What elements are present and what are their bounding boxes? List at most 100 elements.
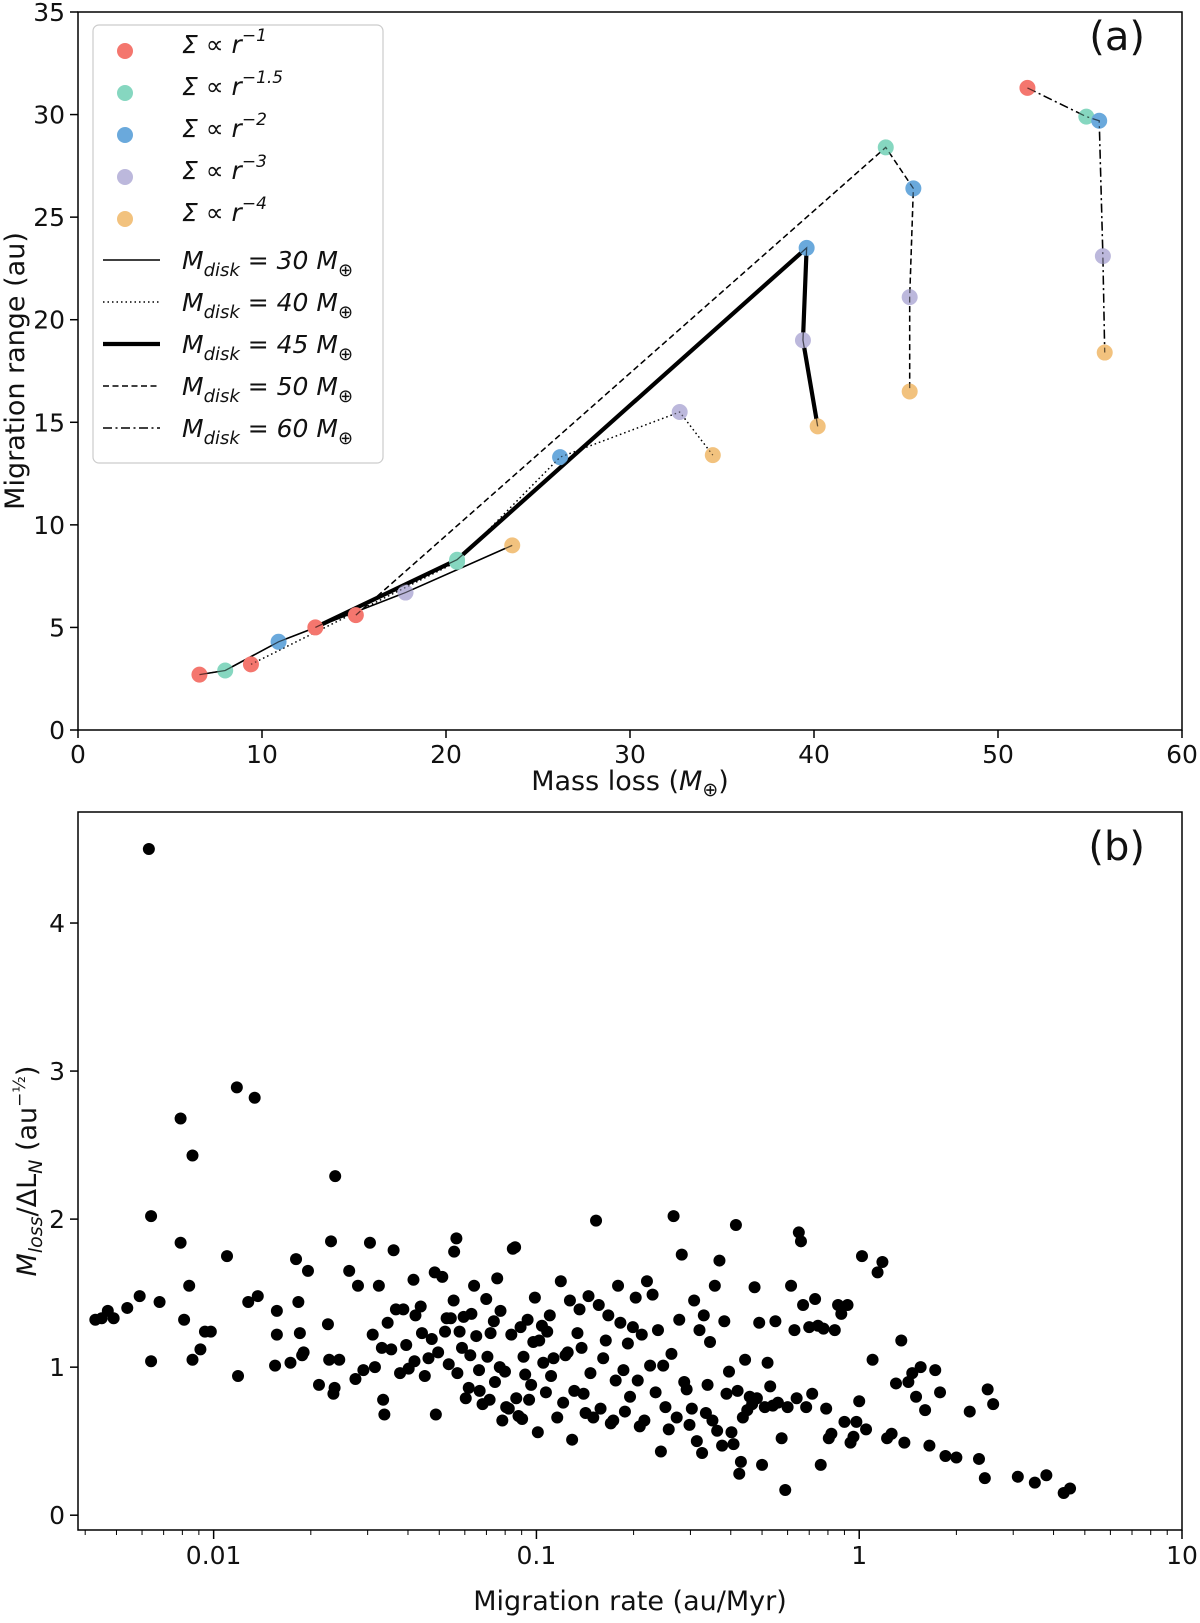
scatter-point — [575, 1341, 588, 1354]
scatter-point — [372, 1279, 385, 1292]
scatter-point — [432, 1346, 445, 1359]
panel-b-x-axis-label: Migration rate (au/Myr) — [473, 1586, 787, 1617]
point-mdisk-60-p3 — [1094, 248, 1111, 265]
scatter-point — [533, 1334, 546, 1347]
scatter-point — [221, 1250, 234, 1263]
scatter-point — [531, 1426, 544, 1439]
scatter-point — [418, 1370, 431, 1383]
scatter-point — [950, 1451, 963, 1464]
scatter-point — [662, 1423, 675, 1436]
panel-b-x-tick-label: 10 — [1166, 1541, 1198, 1570]
legend-marker-p1_5 — [117, 85, 133, 101]
scatter-point — [939, 1449, 952, 1462]
scatter-point — [408, 1355, 421, 1368]
scatter-point — [697, 1309, 710, 1322]
scatter-point — [368, 1361, 381, 1374]
scatter-point — [981, 1383, 994, 1396]
scatter-point — [923, 1439, 936, 1452]
scatter-point — [343, 1264, 356, 1277]
scatter-point — [333, 1353, 346, 1366]
scatter-point — [468, 1279, 481, 1292]
scatter-point — [242, 1296, 255, 1309]
scatter-point — [756, 1458, 769, 1471]
scatter-point — [764, 1380, 777, 1393]
scatter-point — [1028, 1476, 1041, 1489]
scatter-point — [450, 1232, 463, 1245]
scatter-point — [587, 1411, 600, 1424]
scatter-point — [898, 1436, 911, 1449]
scatter-point — [525, 1378, 538, 1391]
scatter-point — [584, 1367, 597, 1380]
series-line-overlay-mdisk-30 — [199, 544, 513, 676]
scatter-point — [626, 1321, 639, 1334]
panel-a-y-axis-label: Migration range (au) — [0, 232, 31, 510]
scatter-point — [761, 1356, 774, 1369]
scatter-point — [121, 1301, 134, 1314]
scatter-point — [415, 1327, 428, 1340]
legend-label-mdisk-40: Mdisk = 40 M⊕ — [182, 288, 353, 323]
panel-b: 0.01 0.1 1 10 0 1 2 3 4 (b) Migration rate (au/… — [10, 811, 1198, 1617]
scatter-point — [841, 1298, 854, 1311]
panel-b-x-tick-label: 1 — [851, 1541, 867, 1570]
scatter-point — [733, 1467, 746, 1480]
scatter-point — [609, 1374, 622, 1387]
point-mdisk-60-p1_5 — [1078, 108, 1095, 125]
scatter-point — [385, 1343, 398, 1356]
scatter-point — [753, 1316, 766, 1329]
panel-a-y-tick-label: 5 — [49, 613, 65, 642]
scatter-point — [649, 1386, 662, 1399]
scatter-point — [835, 1307, 848, 1320]
scatter-point — [232, 1370, 245, 1383]
scatter-point — [644, 1359, 657, 1372]
series-line-overlay-mdisk-40 — [250, 411, 714, 665]
scatter-point — [775, 1432, 788, 1445]
scatter-point — [351, 1279, 364, 1292]
scatter-point — [488, 1375, 501, 1388]
panel-a-x-tick-label: 50 — [982, 740, 1014, 769]
scatter-point — [704, 1335, 717, 1348]
scatter-point — [718, 1315, 731, 1328]
scatter-point — [551, 1411, 564, 1424]
legend-label-p4: Σ ∝ r−4 — [182, 194, 267, 227]
panel-a-y-tick-label: 10 — [33, 511, 65, 540]
scatter-point — [505, 1328, 518, 1341]
panel-a-legend-box — [92, 24, 384, 464]
scatter-point — [690, 1435, 703, 1448]
legend-label-p1_5: Σ ∝ r−1.5 — [182, 68, 283, 101]
scatter-point — [400, 1338, 413, 1351]
scatter-point — [397, 1303, 410, 1316]
point-mdisk-40-p2 — [552, 449, 569, 466]
scatter-point — [1011, 1470, 1024, 1483]
scatter-point — [599, 1334, 612, 1347]
scatter-point — [541, 1325, 554, 1338]
scatter-point — [1040, 1469, 1053, 1482]
scatter-point — [594, 1402, 607, 1415]
panel-b-y-axis-label: Mloss/ΔLN (au−½) — [10, 1066, 47, 1277]
panel-a-x-tick-label: 20 — [430, 740, 462, 769]
legend-label-mdisk-50: Mdisk = 50 M⊕ — [182, 372, 353, 407]
scatter-point — [447, 1294, 460, 1307]
scatter-point — [312, 1378, 325, 1391]
scatter-point — [582, 1290, 595, 1303]
panel-a-x-axis-label: Mass loss (M⊕) — [531, 766, 729, 801]
scatter-point — [617, 1364, 630, 1377]
scatter-point — [407, 1273, 420, 1286]
scatter-point — [248, 1091, 261, 1104]
scatter-point — [629, 1291, 642, 1304]
panel-b-y-tick-label: 1 — [49, 1353, 65, 1382]
scatter-point — [885, 1427, 898, 1440]
scatter-point — [521, 1313, 534, 1326]
scatter-point — [838, 1415, 851, 1428]
scatter-point — [624, 1390, 637, 1403]
scatter-point — [442, 1358, 455, 1371]
scatter-point — [602, 1309, 615, 1322]
scatter-point — [621, 1337, 634, 1350]
panel-a-y-tick-label: 15 — [33, 408, 65, 437]
scatter-point — [375, 1341, 388, 1354]
scatter-point — [325, 1235, 338, 1248]
scatter-point — [910, 1390, 923, 1403]
scatter-point — [439, 1325, 452, 1338]
scatter-point — [866, 1353, 879, 1366]
scatter-point — [186, 1149, 199, 1162]
scatter-point — [889, 1377, 902, 1390]
